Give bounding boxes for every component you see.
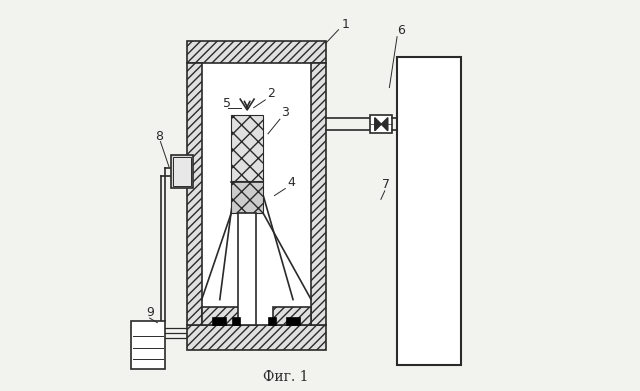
Text: 7: 7: [381, 178, 390, 191]
Text: Фиг. 1: Фиг. 1: [262, 370, 308, 384]
Bar: [231, 115, 263, 182]
Bar: [370, 115, 392, 133]
Text: 6: 6: [397, 23, 405, 37]
Bar: [187, 325, 326, 350]
Bar: [202, 307, 240, 325]
Polygon shape: [381, 118, 388, 131]
Bar: [269, 317, 276, 325]
Bar: [397, 57, 461, 365]
Text: 2: 2: [267, 87, 275, 100]
Polygon shape: [375, 118, 381, 131]
Text: 8: 8: [155, 129, 163, 143]
Bar: [171, 155, 193, 188]
Bar: [311, 63, 326, 325]
Bar: [187, 63, 202, 325]
Bar: [202, 63, 311, 325]
Text: 1: 1: [341, 18, 349, 31]
Bar: [232, 317, 240, 325]
Bar: [238, 213, 257, 325]
Bar: [287, 317, 300, 325]
Bar: [273, 307, 311, 325]
Bar: [187, 41, 326, 63]
Text: 3: 3: [282, 106, 289, 120]
Bar: [173, 157, 191, 186]
Text: 9: 9: [146, 306, 154, 319]
Text: 4: 4: [287, 176, 295, 189]
Bar: [213, 317, 225, 325]
Bar: [131, 321, 165, 369]
Text: 5: 5: [223, 97, 231, 110]
Bar: [231, 181, 263, 213]
